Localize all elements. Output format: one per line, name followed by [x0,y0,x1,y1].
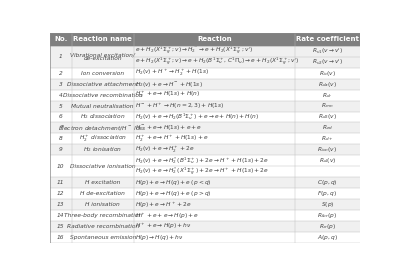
Text: 4: 4 [59,93,63,97]
Text: $H^- + H^+ \rightarrow H(n = 2, 3) + H(1s)$: $H^- + H^+ \rightarrow H(n = 2, 3) + H(1… [135,101,224,111]
Text: Dissociative attachment: Dissociative attachment [67,82,138,87]
Text: $R_{rr}(p)$: $R_{rr}(p)$ [319,222,336,231]
Bar [50,46,360,68]
Bar [50,133,360,144]
Text: H excitation: H excitation [85,180,120,185]
Text: $H_2$ dissociation: $H_2$ dissociation [80,112,126,121]
Bar [50,210,360,221]
Bar [50,33,360,46]
Text: $H_2(v) + e \rightarrow H^- + H(1s)$: $H_2(v) + e \rightarrow H^- + H(1s)$ [135,80,203,89]
Text: $H(p) + e \rightarrow H(q) + e \; (p > q)$: $H(p) + e \rightarrow H(q) + e \; (p > q… [135,189,212,198]
Text: 12: 12 [57,191,64,196]
Bar [50,232,360,243]
Text: $R_{dr}$: $R_{dr}$ [322,91,333,100]
Text: Rate coefficient: Rate coefficient [296,36,359,42]
Text: $e + H_2(X^1\Sigma_g^+; v) \rightarrow e + H_2(B^1\Sigma_u^+, C^1\Pi_u) \rightar: $e + H_2(X^1\Sigma_g^+; v) \rightarrow e… [135,56,299,68]
Bar [50,177,360,188]
Bar [50,90,360,100]
Text: de-excitation: de-excitation [83,56,122,61]
Text: Spontaneous emission: Spontaneous emission [70,235,136,240]
Text: $R_{v2}(v \rightarrow v')$: $R_{v2}(v \rightarrow v')$ [312,58,343,67]
Text: 6: 6 [59,114,63,120]
Text: 1: 1 [59,54,63,59]
Text: $H^+ + e \rightarrow H(p) + h\nu$: $H^+ + e \rightarrow H(p) + h\nu$ [135,222,192,232]
Text: $H(p) + e \rightarrow H^+ + 2e$: $H(p) + e \rightarrow H^+ + 2e$ [135,200,192,210]
Text: $R_{di}(v)$: $R_{di}(v)$ [319,156,336,165]
Text: 9: 9 [59,147,63,152]
Text: $H_2^+$ dissociation: $H_2^+$ dissociation [78,134,127,144]
Text: 5: 5 [59,103,63,109]
Text: Dissociative ionisation: Dissociative ionisation [70,164,136,169]
Text: $R_{da}(v)$: $R_{da}(v)$ [318,80,337,89]
Text: 2: 2 [59,71,63,76]
Bar [50,144,360,155]
Text: $H_2^+ + e \rightarrow H^+ + H(1s) + e$: $H_2^+ + e \rightarrow H^+ + H(1s) + e$ [135,134,208,144]
Text: $C(p, q)$: $C(p, q)$ [317,178,338,187]
Bar [50,155,360,177]
Text: Electron detachment/$H^-$ loss: Electron detachment/$H^-$ loss [58,124,147,132]
Text: $H_2^+ + e \rightarrow H(1s) + H(n)$: $H_2^+ + e \rightarrow H(1s) + H(n)$ [135,90,200,100]
Bar [50,123,360,133]
Text: $e + H_2(X^1\Sigma_g^+; v) \rightarrow H_2^- \rightarrow e + H_2(X^1\Sigma_g^+; : $e + H_2(X^1\Sigma_g^+; v) \rightarrow H… [135,45,253,57]
Text: $H_2$ ionisation: $H_2$ ionisation [83,146,122,154]
Text: $H_2(v) + H^+ \rightarrow H_2^+ + H(1s)$: $H_2(v) + H^+ \rightarrow H_2^+ + H(1s)$ [135,68,209,78]
Text: 11: 11 [57,180,64,185]
Text: Ion conversion: Ion conversion [81,71,124,76]
Text: $H_2(v) + e \rightarrow H_2^*(X^1\Sigma_g^+) + 2e \rightarrow H^+ + H(1s) + 2e$: $H_2(v) + e \rightarrow H_2^*(X^1\Sigma_… [135,166,269,178]
Text: $R_{ion}(v)$: $R_{ion}(v)$ [318,145,338,154]
Text: $H_2(v) + e \rightarrow H_2^*(B^1\Sigma_u^+) + 2e \rightarrow H^+ + H(1s) + 2e$: $H_2(v) + e \rightarrow H_2^*(B^1\Sigma_… [135,155,269,166]
Text: Vibrational excitation/: Vibrational excitation/ [70,53,135,58]
Text: $R_{v1}(v \rightarrow v')$: $R_{v1}(v \rightarrow v')$ [312,47,343,56]
Text: 13: 13 [57,202,64,207]
Text: No.: No. [54,36,68,42]
Text: 7: 7 [59,126,63,130]
Text: $R_{tbr}(p)$: $R_{tbr}(p)$ [318,211,338,220]
Bar [50,68,360,79]
Text: $H_2(v) + e \rightarrow H_2^+ + 2e$: $H_2(v) + e \rightarrow H_2^+ + 2e$ [135,145,194,155]
Text: 16: 16 [57,235,64,240]
Text: 3: 3 [59,82,63,87]
Bar [50,79,360,90]
Text: $H^+ + e + e \rightarrow H(p) + e$: $H^+ + e + e \rightarrow H(p) + e$ [135,211,199,221]
Text: Three-body recombination: Three-body recombination [64,213,142,218]
Text: $R_{ic}(v)$: $R_{ic}(v)$ [319,69,336,78]
Text: $H^- + e \rightarrow H(1s) + e + e$: $H^- + e \rightarrow H(1s) + e + e$ [135,123,202,132]
Bar [50,188,360,199]
Text: $H(p) + e \rightarrow H(q) + e \; (p < q)$: $H(p) + e \rightarrow H(q) + e \; (p < q… [135,178,212,187]
Text: 14: 14 [57,213,64,218]
Text: $R_{d2}(v)$: $R_{d2}(v)$ [318,112,337,121]
Text: 10: 10 [57,164,64,169]
Text: $F(p, q)$: $F(p, q)$ [318,189,338,198]
Text: $R_{ed}$: $R_{ed}$ [322,123,333,132]
Text: Radiative recombination: Radiative recombination [66,224,139,229]
Text: $A(p, q)$: $A(p, q)$ [317,233,338,242]
Text: $R_{mn}$: $R_{mn}$ [321,102,334,111]
Text: $R_{d+}$: $R_{d+}$ [321,135,334,143]
Text: Mutual neutralisation: Mutual neutralisation [72,103,134,109]
Text: 8: 8 [59,136,63,141]
Bar [50,100,360,111]
Text: Dissociative recombination: Dissociative recombination [63,93,142,97]
Bar [50,111,360,123]
Text: 15: 15 [57,224,64,229]
Text: Reaction: Reaction [197,36,232,42]
Text: H ionisation: H ionisation [85,202,120,207]
Bar [50,221,360,232]
Bar [50,199,360,210]
Text: $S(p)$: $S(p)$ [321,200,334,209]
Text: $H_2(v) + e \rightarrow H_2(B^1\Sigma_u^+) + e \rightarrow e + H(n) + H(n)$: $H_2(v) + e \rightarrow H_2(B^1\Sigma_u^… [135,112,259,122]
Text: Reaction name: Reaction name [73,36,132,42]
Text: H de-excitation: H de-excitation [80,191,125,196]
Text: $H(p) \rightarrow H(q) + h\nu$: $H(p) \rightarrow H(q) + h\nu$ [135,233,184,242]
